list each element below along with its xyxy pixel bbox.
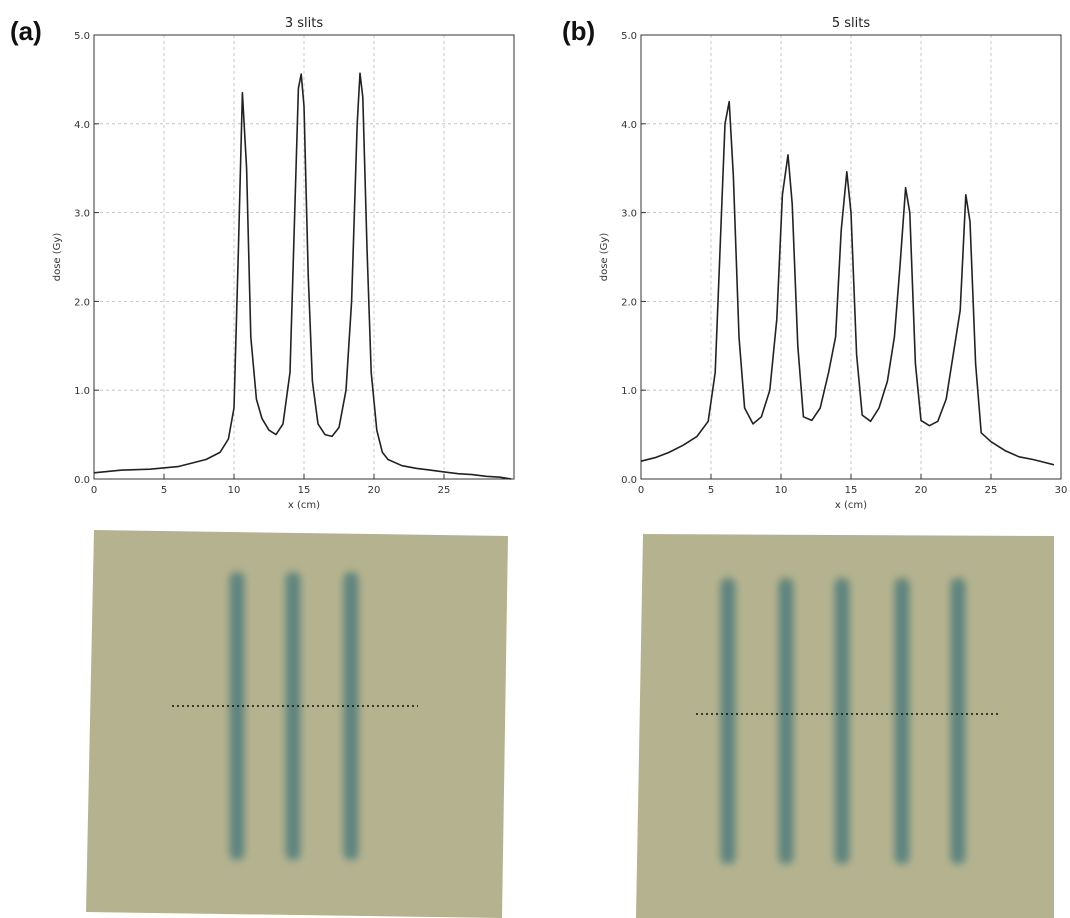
chart-title: 3 slits	[285, 16, 323, 31]
x-tick-label-1: 5	[161, 485, 167, 496]
series-line-0	[93, 72, 512, 480]
dose-stripe-1	[778, 578, 794, 864]
panel-label-b: (b)	[562, 16, 596, 46]
y-tick-label-0: 0.0	[621, 475, 637, 486]
y-tick-label-2: 2.0	[621, 297, 637, 308]
dose-stripe-2	[343, 572, 359, 860]
y-tick-label-3: 3.0	[74, 209, 90, 220]
y-tick-label-1: 1.0	[74, 386, 90, 397]
dose-stripe-4	[950, 578, 966, 864]
x-tick-label-0: 0	[638, 485, 644, 496]
y-tick-label-2: 2.0	[74, 297, 90, 308]
x-tick-label-5: 25	[438, 485, 451, 496]
x-tick-label-6: 30	[1055, 485, 1068, 496]
x-tick-label-2: 10	[228, 485, 241, 496]
panel-label-a: (a)	[10, 16, 42, 46]
chart-b: 0 5 10 15 20 25 30 0.0 1.0 2.0 3.0 4.0 5.0 5 slits x (…	[599, 16, 1067, 511]
x-axis-label: x (cm)	[835, 500, 867, 511]
x-axis-label: x (cm)	[288, 500, 320, 511]
x-tick-label-0: 0	[91, 485, 97, 496]
x-tick-label-2: 10	[775, 485, 788, 496]
chart-title: 5 slits	[832, 16, 870, 31]
chart-a: 0 5 10 15 20 25 0.0 1.0 2.0 3.0 4.0 5.0 3 slits x (cm…	[52, 16, 515, 511]
dose-stripe-0	[720, 578, 736, 864]
y-tick-label-3: 3.0	[621, 209, 637, 220]
y-tick-label-0: 0.0	[74, 475, 90, 486]
y-axis-label: dose (Gy)	[52, 233, 63, 282]
film-photo-b	[636, 534, 1054, 918]
dose-stripe-2	[834, 578, 850, 864]
series-line-0	[640, 100, 1055, 466]
x-tick-label-4: 20	[915, 485, 928, 496]
y-tick-label-5: 5.0	[621, 31, 637, 42]
y-tick-label-5: 5.0	[74, 31, 90, 42]
y-tick-label-1: 1.0	[621, 386, 637, 397]
film-photo-a	[86, 530, 508, 918]
x-tick-label-4: 20	[368, 485, 381, 496]
x-tick-label-3: 15	[298, 485, 311, 496]
y-tick-label-4: 4.0	[74, 120, 90, 131]
dose-stripe-0	[229, 572, 245, 860]
x-tick-label-5: 25	[985, 485, 998, 496]
dose-stripe-1	[285, 572, 301, 860]
y-tick-label-4: 4.0	[621, 120, 637, 131]
y-axis-label: dose (Gy)	[599, 233, 610, 282]
x-tick-label-1: 5	[708, 485, 714, 496]
x-tick-label-3: 15	[845, 485, 858, 496]
dose-stripe-3	[894, 578, 910, 864]
